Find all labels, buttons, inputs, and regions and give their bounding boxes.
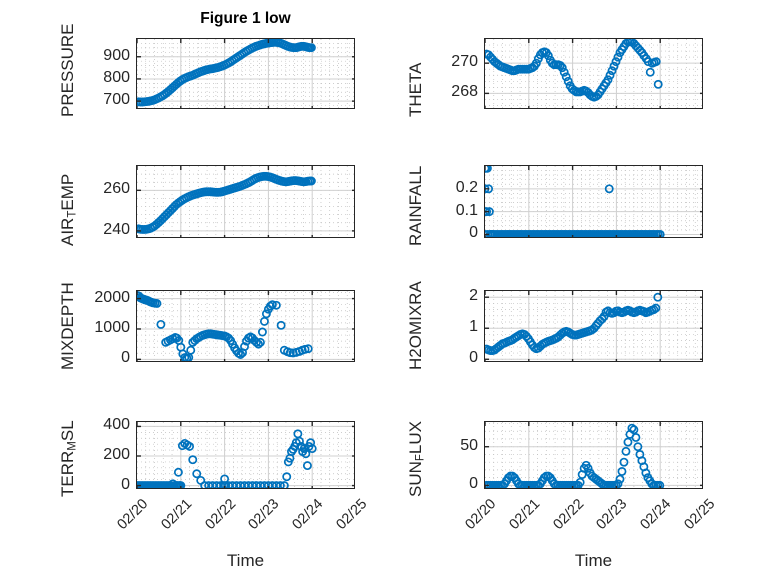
tick-marks <box>485 422 702 488</box>
ytick-label-h2omixra-0: 0 <box>469 349 478 367</box>
xtick-label-sunflux-0: 02/20 <box>462 496 500 533</box>
ytick-label-pressure-1: 800 <box>103 68 130 86</box>
plot-area-terr_msl[interactable] <box>136 421 355 489</box>
ytick-label-theta-0: 268 <box>451 83 478 101</box>
ylabel-terr_msl: TERRMSL <box>58 420 79 497</box>
ytick-label-h2omixra-1: 1 <box>469 318 478 336</box>
major-grid <box>485 39 702 108</box>
xtick-label-terr_msl-3: 02/23 <box>245 496 283 533</box>
tick-marks <box>137 166 354 237</box>
ytick-label-pressure-0: 700 <box>103 91 130 109</box>
ytick-label-rainfall-2: 0.2 <box>455 178 478 196</box>
ylabel-main: AIR <box>58 217 77 246</box>
ylabel-subscript: M <box>66 441 79 451</box>
ytick-label-h2omixra-2: 2 <box>469 287 478 305</box>
ylabel-subscript: F <box>414 454 427 462</box>
major-grid <box>485 166 702 237</box>
ylabel-main: SUN <box>406 461 425 497</box>
xtick-label-sunflux-2: 02/22 <box>549 496 587 533</box>
figure-title: Figure 1 low <box>200 10 291 27</box>
grid-and-data-air_temp <box>137 166 354 237</box>
ytick-label-sunflux-1: 50 <box>460 436 478 454</box>
grid-and-data-h2omixra <box>485 291 702 361</box>
ytick-label-rainfall-1: 0.1 <box>455 201 478 219</box>
xtick-label-terr_msl-4: 02/24 <box>289 496 327 533</box>
grid-and-data-pressure <box>137 39 354 108</box>
tick-marks <box>137 291 354 361</box>
data-points-h2omixra <box>485 292 663 356</box>
ytick-label-mixdepth-0: 0 <box>121 349 130 367</box>
xtick-label-terr_msl-2: 02/22 <box>201 496 239 533</box>
ytick-label-sunflux-0: 0 <box>469 475 478 493</box>
xtick-label-sunflux-3: 02/23 <box>593 496 631 533</box>
tick-marks <box>137 39 354 108</box>
grid-and-data-theta <box>485 39 702 108</box>
tick-marks <box>137 422 354 488</box>
tick-marks <box>485 166 702 237</box>
data-points-sunflux <box>485 423 665 488</box>
ylabel-rainfall: RAINFALL <box>406 165 425 246</box>
ytick-label-terr_msl-2: 400 <box>103 416 130 434</box>
data-points-mixdepth <box>137 291 313 361</box>
ylabel-h2omixra: H2OMIXRA <box>406 281 425 370</box>
plot-area-h2omixra[interactable] <box>484 290 703 362</box>
ylabel-subscript: T <box>66 210 79 218</box>
grid-and-data-rainfall <box>485 166 702 237</box>
ytick-label-terr_msl-0: 0 <box>121 475 130 493</box>
xtick-label-terr_msl-5: 02/25 <box>333 496 371 533</box>
plot-area-mixdepth[interactable] <box>136 290 355 362</box>
plot-area-air_temp[interactable] <box>136 165 355 238</box>
grid-and-data-mixdepth <box>137 291 354 361</box>
xtick-label-terr_msl-1: 02/21 <box>158 496 196 533</box>
xlabel-sunflux: Time <box>574 551 613 570</box>
ytick-label-pressure-2: 900 <box>103 46 130 64</box>
ytick-label-air_temp-0: 240 <box>103 220 130 238</box>
ytick-label-rainfall-0: 0 <box>469 224 478 242</box>
plot-area-pressure[interactable] <box>136 38 355 109</box>
ytick-label-mixdepth-1: 1000 <box>94 318 130 336</box>
data-points-rainfall <box>485 166 665 237</box>
xtick-label-terr_msl-0: 02/20 <box>114 496 152 533</box>
ylabel-sunflux: SUNFLUX <box>406 421 427 497</box>
tick-marks <box>485 291 702 361</box>
grid-and-data-sunflux <box>485 422 702 488</box>
ylabel-tail: LUX <box>406 420 425 455</box>
ylabel-pressure: PRESSURE <box>58 23 77 117</box>
xlabel-terr_msl: Time <box>226 551 265 570</box>
ylabel-mixdepth: MIXDEPTH <box>58 282 77 370</box>
grid-and-data-terr_msl <box>137 422 354 488</box>
xtick-label-sunflux-5: 02/25 <box>681 496 719 533</box>
ylabel-tail: SL <box>58 420 77 442</box>
tick-marks <box>485 39 702 108</box>
ylabel-theta: THETA <box>406 62 425 117</box>
ytick-label-mixdepth-2: 2000 <box>94 288 130 306</box>
plot-area-theta[interactable] <box>484 38 703 109</box>
major-grid <box>485 291 702 361</box>
ylabel-air_temp: AIRTEMP <box>58 174 79 246</box>
ylabel-tail: EMP <box>58 173 77 211</box>
ylabel-main: TERR <box>58 450 77 497</box>
data-points-theta <box>485 39 663 102</box>
data-points-air_temp <box>137 171 316 234</box>
ytick-label-theta-1: 270 <box>451 53 478 71</box>
xtick-label-sunflux-4: 02/24 <box>637 496 675 533</box>
plot-area-sunflux[interactable] <box>484 421 703 489</box>
major-grid <box>137 291 354 361</box>
ytick-label-terr_msl-1: 200 <box>103 446 130 463</box>
xtick-label-sunflux-1: 02/21 <box>506 496 544 533</box>
ytick-label-air_temp-1: 260 <box>103 180 130 198</box>
plot-area-rainfall[interactable] <box>484 165 703 238</box>
data-points-terr_msl <box>137 429 317 488</box>
